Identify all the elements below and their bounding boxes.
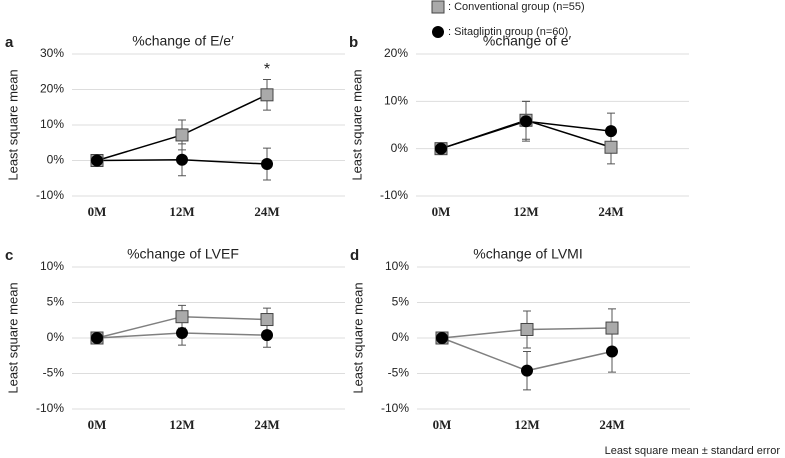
y-tick-label: 0% bbox=[391, 141, 409, 155]
y-tick-label: 10% bbox=[40, 117, 64, 131]
legend-marker bbox=[431, 0, 445, 14]
marker bbox=[521, 364, 533, 377]
chart-title: %change of e′ bbox=[483, 33, 572, 49]
x-tick-label: 0M bbox=[88, 417, 107, 432]
y-tick-label: -10% bbox=[381, 401, 409, 415]
panel-letter: d bbox=[350, 247, 359, 264]
footnote: Least square mean ± standard error bbox=[605, 445, 781, 457]
x-tick-label: 12M bbox=[169, 204, 194, 219]
y-tick-label: 0% bbox=[47, 153, 65, 167]
y-axis-title: Least square mean bbox=[350, 282, 365, 393]
chart-title: %change of LVEF bbox=[127, 246, 239, 262]
marker bbox=[176, 153, 188, 166]
y-tick-label: 0% bbox=[47, 330, 65, 344]
panel-letter: b bbox=[349, 34, 358, 51]
y-tick-label: 20% bbox=[40, 82, 64, 96]
y-tick-label: 10% bbox=[385, 259, 409, 273]
marker bbox=[436, 332, 448, 344]
x-tick-label: 12M bbox=[513, 204, 538, 219]
y-tick-label: 10% bbox=[40, 259, 64, 273]
marker bbox=[435, 142, 447, 155]
x-tick-label: 12M bbox=[514, 417, 539, 432]
y-axis-title: Least square mean bbox=[5, 282, 20, 393]
legend-label: : Sitagliptin group (n=60) bbox=[448, 26, 568, 38]
x-tick-label: 24M bbox=[254, 417, 279, 432]
x-tick-label: 0M bbox=[88, 204, 107, 219]
y-tick-label: -10% bbox=[36, 401, 64, 415]
y-tick-label: -5% bbox=[43, 366, 65, 380]
marker bbox=[520, 115, 532, 128]
marker bbox=[91, 332, 103, 344]
panel-letter: a bbox=[5, 34, 14, 51]
marker bbox=[604, 140, 618, 154]
legend-marker bbox=[432, 26, 444, 38]
y-tick-label: -10% bbox=[36, 188, 64, 202]
y-axis-title: Least square mean bbox=[349, 69, 364, 180]
y-tick-label: -5% bbox=[388, 366, 410, 380]
marker bbox=[260, 313, 274, 327]
y-tick-label: -10% bbox=[380, 188, 408, 202]
x-tick-label: 0M bbox=[433, 417, 452, 432]
x-tick-label: 12M bbox=[169, 417, 194, 432]
marker bbox=[605, 125, 617, 138]
marker bbox=[175, 310, 189, 324]
marker bbox=[606, 345, 618, 358]
y-tick-label: 5% bbox=[392, 295, 410, 309]
marker bbox=[91, 154, 103, 167]
x-tick-label: 24M bbox=[598, 204, 623, 219]
x-tick-label: 24M bbox=[599, 417, 624, 432]
marker bbox=[520, 322, 534, 336]
marker bbox=[261, 158, 273, 171]
y-axis-title: Least square mean bbox=[5, 69, 20, 180]
annotation: * bbox=[264, 61, 270, 78]
x-tick-label: 24M bbox=[254, 204, 279, 219]
x-tick-label: 0M bbox=[432, 204, 451, 219]
chart-title: %change of E/e′ bbox=[132, 33, 234, 49]
marker bbox=[260, 88, 274, 102]
y-tick-label: 0% bbox=[392, 330, 410, 344]
y-tick-label: 5% bbox=[47, 295, 65, 309]
chart-title: %change of LVMI bbox=[473, 246, 582, 262]
y-tick-label: 20% bbox=[384, 46, 408, 60]
marker bbox=[176, 327, 188, 340]
y-tick-label: 30% bbox=[40, 46, 64, 60]
y-tick-label: 10% bbox=[384, 94, 408, 108]
panel-letter: c bbox=[5, 247, 13, 264]
legend-label: : Conventional group (n=55) bbox=[448, 1, 585, 13]
marker bbox=[605, 321, 619, 335]
marker bbox=[261, 329, 273, 342]
marker bbox=[175, 128, 189, 142]
